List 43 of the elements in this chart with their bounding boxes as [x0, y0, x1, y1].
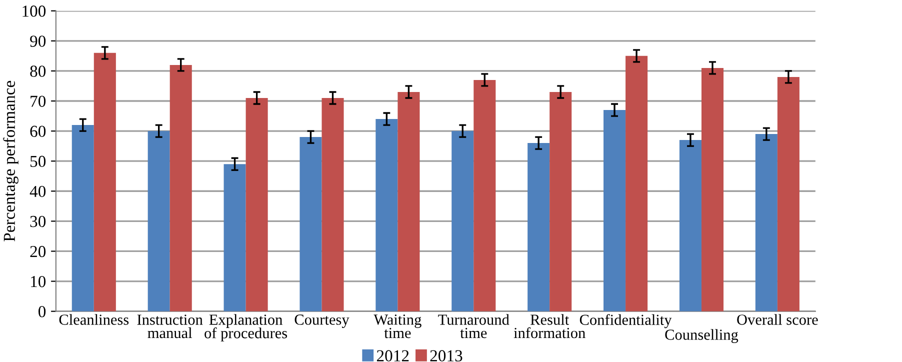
y-tick-label: 0 [38, 306, 46, 318]
x-tick-label: Overall score [737, 314, 818, 325]
x-tick-label: Counselling [665, 329, 738, 344]
y-axis-title: Percentage performance [3, 80, 18, 242]
bar [755, 134, 778, 312]
legend-label: 2013 [430, 350, 462, 362]
x-tick-label: Waiting time [374, 314, 422, 338]
bar [224, 164, 246, 312]
bar [550, 92, 572, 312]
bar [170, 64, 192, 312]
bar [474, 80, 496, 312]
y-tick-label: 40 [30, 186, 46, 198]
y-tick-label: 100 [22, 6, 46, 17]
bar [679, 140, 702, 312]
y-tick-label: 20 [30, 246, 46, 258]
x-tick-label: Turnaround time [438, 314, 510, 338]
legend-label: 2012 [376, 350, 409, 362]
y-tick-label: 90 [30, 36, 46, 47]
bar [777, 76, 800, 312]
bar [528, 143, 550, 312]
bar [148, 131, 170, 312]
bar [626, 56, 648, 312]
y-tick-label: 50 [30, 156, 46, 168]
y-tick-label: 10 [31, 276, 46, 288]
bar [452, 131, 474, 312]
x-tick-label: Confidentiality [580, 314, 672, 328]
y-tick-label: 60 [30, 126, 46, 137]
y-tick-label: 30 [30, 216, 46, 228]
bar [72, 125, 94, 312]
bar [322, 98, 344, 312]
bar [300, 137, 322, 312]
bar [701, 68, 724, 312]
x-tick-label: Cleanliness [59, 314, 129, 325]
x-tick-label: Instruction manual [137, 314, 203, 338]
x-tick-label: Courtesy [294, 314, 350, 328]
y-tick-label: 70 [30, 96, 46, 107]
x-tick-label: Explanation of procedures [204, 314, 288, 342]
bar [604, 110, 626, 312]
bar [246, 98, 268, 312]
bar [94, 52, 116, 312]
y-tick-label: 80 [30, 66, 46, 77]
bar [376, 119, 398, 312]
bar [398, 92, 420, 312]
